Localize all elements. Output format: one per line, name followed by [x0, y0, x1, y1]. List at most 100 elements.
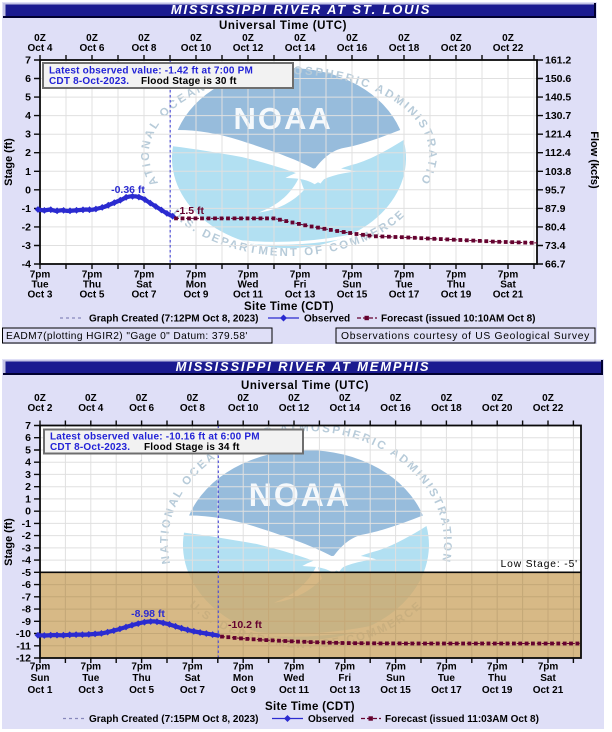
svg-text:Oct 15: Oct 15 — [380, 685, 411, 696]
svg-text:Forecast (issued 11:03AM Oct 8: Forecast (issued 11:03AM Oct 8) — [385, 714, 539, 725]
svg-text:Oct 5: Oct 5 — [79, 290, 104, 301]
svg-text:0Z: 0Z — [294, 33, 306, 44]
svg-text:Graph Created (7:15PM Oct 8, 2: Graph Created (7:15PM Oct 8, 2023) — [89, 714, 259, 725]
svg-text:-10.2 ft: -10.2 ft — [228, 619, 262, 631]
svg-text:7: 7 — [25, 420, 31, 432]
svg-text:Observations courtesy of US Ge: Observations courtesy of US Geological S… — [341, 331, 590, 342]
svg-text:Oct 14: Oct 14 — [285, 43, 316, 54]
svg-text:-2: -2 — [22, 530, 31, 542]
svg-text:1: 1 — [25, 166, 31, 178]
svg-text:Stage (ft): Stage (ft) — [3, 518, 15, 566]
svg-text:5: 5 — [25, 92, 31, 104]
svg-text:7pm: 7pm — [131, 662, 152, 673]
svg-text:0Z: 0Z — [187, 393, 199, 404]
svg-text:0Z: 0Z — [242, 33, 254, 44]
svg-text:Sat: Sat — [185, 673, 201, 684]
svg-text:0Z: 0Z — [85, 393, 97, 404]
svg-text:7pm: 7pm — [385, 662, 406, 673]
svg-text:Oct 21: Oct 21 — [493, 290, 524, 301]
svg-text:CDT 8-Oct-2023.: CDT 8-Oct-2023. — [49, 76, 129, 87]
svg-text:Oct 9: Oct 9 — [231, 685, 256, 696]
svg-text:161.2: 161.2 — [545, 55, 571, 67]
svg-text:Oct 15: Oct 15 — [337, 290, 368, 301]
svg-text:7pm: 7pm — [487, 662, 508, 673]
svg-text:Thu: Thu — [488, 673, 506, 684]
svg-text:Mon: Mon — [233, 673, 254, 684]
svg-text:Latest observed value: -1.42 f: Latest observed value: -1.42 ft at 7:00 … — [49, 66, 253, 77]
svg-text:66.7: 66.7 — [545, 259, 566, 271]
svg-text:Oct 6: Oct 6 — [79, 43, 104, 54]
svg-text:7pm: 7pm — [30, 662, 51, 673]
svg-text:MISSISSIPPI RIVER AT ST. LOUIS: MISSISSIPPI RIVER AT ST. LOUIS — [171, 2, 431, 17]
svg-text:7pm: 7pm — [342, 270, 363, 281]
svg-text:2: 2 — [25, 481, 31, 493]
svg-text:-3: -3 — [22, 240, 31, 252]
svg-text:0: 0 — [25, 184, 31, 196]
svg-text:Oct 1: Oct 1 — [27, 685, 52, 696]
svg-text:Oct 7: Oct 7 — [131, 290, 156, 301]
svg-text:Flood Stage is 30 ft: Flood Stage is 30 ft — [141, 76, 237, 87]
svg-text:4: 4 — [25, 457, 31, 469]
svg-text:Tue: Tue — [31, 280, 48, 291]
svg-text:Oct 13: Oct 13 — [330, 685, 361, 696]
svg-text:Oct 8: Oct 8 — [180, 403, 205, 414]
svg-text:CDT 8-Oct-2023.: CDT 8-Oct-2023. — [50, 442, 130, 453]
svg-text:0Z: 0Z — [86, 33, 98, 44]
svg-text:103.8: 103.8 — [545, 166, 571, 178]
svg-text:1: 1 — [25, 493, 31, 505]
svg-text:Oct 4: Oct 4 — [27, 43, 52, 54]
svg-text:Oct 8: Oct 8 — [131, 43, 156, 54]
svg-text:Fri: Fri — [294, 280, 307, 291]
svg-text:7pm: 7pm — [290, 270, 311, 281]
svg-text:-4: -4 — [22, 259, 31, 271]
svg-text:Observed: Observed — [308, 714, 354, 725]
svg-text:0Z: 0Z — [190, 33, 202, 44]
svg-text:0Z: 0Z — [390, 393, 402, 404]
svg-text:Wed: Wed — [284, 673, 305, 684]
svg-text:NOAA: NOAA — [249, 477, 351, 513]
svg-text:Oct 4: Oct 4 — [78, 403, 103, 414]
svg-text:4: 4 — [25, 110, 31, 122]
svg-text:Observed: Observed — [304, 314, 350, 325]
svg-text:7pm: 7pm — [186, 270, 207, 281]
svg-text:Oct 12: Oct 12 — [233, 43, 264, 54]
svg-text:Stage (ft): Stage (ft) — [3, 138, 15, 186]
svg-text:Tue: Tue — [438, 673, 455, 684]
svg-text:7pm: 7pm — [233, 662, 254, 673]
svg-text:7pm: 7pm — [182, 662, 203, 673]
svg-text:0Z: 0Z — [34, 33, 46, 44]
svg-text:Wed: Wed — [238, 280, 259, 291]
svg-text:Mon: Mon — [186, 280, 207, 291]
svg-text:Oct 10: Oct 10 — [181, 43, 212, 54]
svg-text:-4: -4 — [22, 555, 31, 567]
svg-text:7pm: 7pm — [134, 270, 155, 281]
svg-text:-11: -11 — [16, 640, 31, 652]
svg-text:0Z: 0Z — [346, 33, 358, 44]
svg-text:140.5: 140.5 — [545, 92, 571, 104]
svg-text:-3: -3 — [22, 542, 31, 554]
svg-text:0Z: 0Z — [136, 393, 148, 404]
svg-text:0Z: 0Z — [34, 393, 46, 404]
svg-text:-8: -8 — [22, 604, 31, 616]
svg-text:7pm: 7pm — [30, 270, 51, 281]
svg-text:Thu: Thu — [132, 673, 150, 684]
svg-text:Oct 3: Oct 3 — [27, 290, 52, 301]
svg-text:Oct 19: Oct 19 — [441, 290, 472, 301]
svg-text:-2: -2 — [22, 221, 31, 233]
svg-text:Oct 20: Oct 20 — [441, 43, 472, 54]
svg-text:2: 2 — [25, 147, 31, 159]
svg-text:EADM7(plotting HGIR2) "Gage 0": EADM7(plotting HGIR2) "Gage 0" Datum: 37… — [6, 331, 248, 342]
svg-text:Oct 18: Oct 18 — [431, 403, 462, 414]
svg-text:-12: -12 — [16, 653, 31, 665]
svg-text:Low Stage: -5': Low Stage: -5' — [501, 559, 578, 570]
svg-text:7pm: 7pm — [394, 270, 415, 281]
svg-text:Oct 7: Oct 7 — [180, 685, 205, 696]
svg-text:NOAA: NOAA — [233, 101, 332, 136]
svg-text:-1: -1 — [22, 518, 31, 530]
svg-text:-5: -5 — [22, 567, 31, 579]
svg-text:Sun: Sun — [386, 673, 405, 684]
svg-text:MISSISSIPPI RIVER AT MEMPHIS: MISSISSIPPI RIVER AT MEMPHIS — [176, 359, 431, 374]
svg-text:Sun: Sun — [31, 673, 50, 684]
svg-text:Site Time (CDT): Site Time (CDT) — [244, 301, 334, 313]
svg-text:0Z: 0Z — [450, 33, 462, 44]
